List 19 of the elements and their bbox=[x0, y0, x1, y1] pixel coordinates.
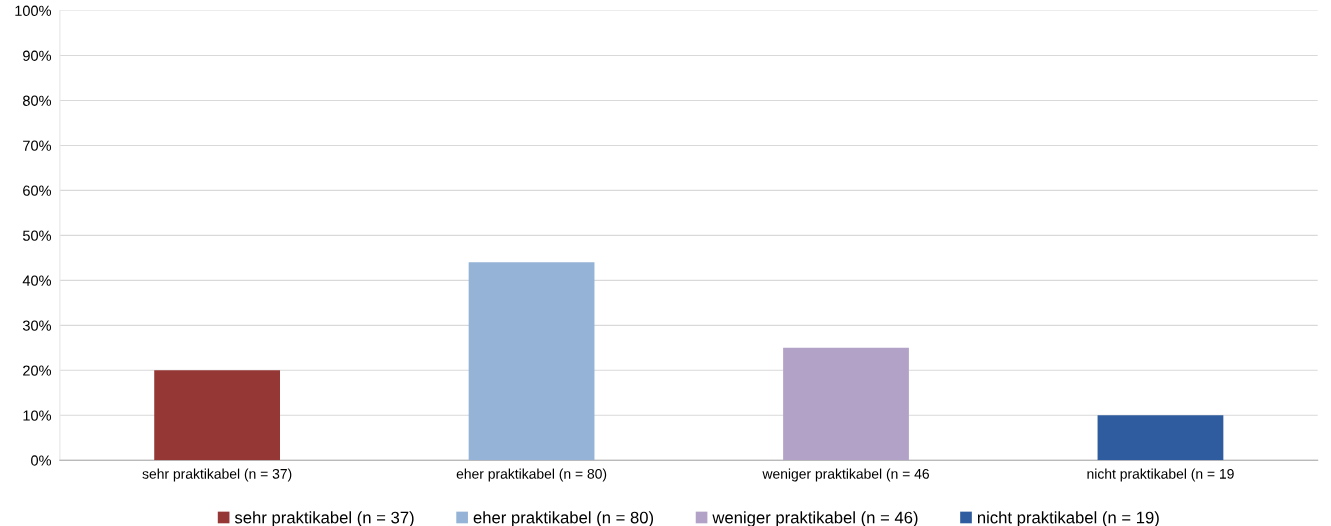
legend-label: eher praktikabel (n = 80) bbox=[473, 511, 654, 526]
x-tick-label: weniger praktikabel (n = 46 bbox=[762, 468, 929, 482]
y-tick-label: 80% bbox=[23, 95, 52, 106]
x-tick-label: nicht praktikabel (n = 19 bbox=[1087, 468, 1234, 482]
y-tick-label: 30% bbox=[22, 320, 52, 331]
y-tick-label: 70% bbox=[23, 140, 52, 151]
y-tick-label: 90% bbox=[23, 50, 52, 61]
legend-label: nicht praktikabel (n = 19) bbox=[977, 511, 1159, 526]
y-tick-label: 0% bbox=[31, 455, 52, 466]
y-tick-label: 60% bbox=[23, 185, 52, 196]
legend-label: sehr praktikabel (n = 37) bbox=[234, 511, 414, 526]
y-tick-label: 20% bbox=[23, 365, 52, 376]
legend-label: weniger praktikabel (n = 46) bbox=[712, 511, 918, 526]
x-tick-label: sehr praktikabel (n = 37) bbox=[142, 468, 292, 482]
y-tick-label: 100% bbox=[15, 5, 52, 16]
x-tick-label: eher praktikabel (n = 80) bbox=[456, 468, 607, 482]
y-tick-label: 50% bbox=[22, 230, 52, 241]
y-tick-label: 10% bbox=[23, 410, 52, 421]
y-tick-label: 40% bbox=[22, 275, 52, 286]
